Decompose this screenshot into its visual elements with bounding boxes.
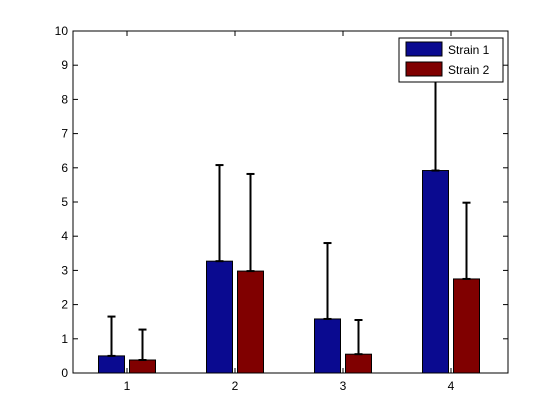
bar-series-1-2 — [206, 260, 233, 374]
legend-swatch-series-1 — [405, 41, 443, 57]
legend-label-series-2: Strain 2 — [448, 63, 490, 77]
x-tick-label: 4 — [448, 379, 455, 393]
y-tick-label: 10 — [55, 24, 69, 38]
y-tick-label: 9 — [61, 58, 68, 72]
legend-label-series-1: Strain 1 — [448, 43, 490, 57]
bar-series-1-3 — [314, 318, 341, 374]
y-tick-label: 5 — [61, 195, 68, 209]
y-tick-label: 1 — [61, 332, 68, 346]
x-tick-label: 2 — [232, 379, 239, 393]
bar-series-2-1 — [129, 359, 156, 374]
y-tick-label: 3 — [61, 263, 68, 277]
x-tick-label: 1 — [124, 379, 131, 393]
y-tick-label: 6 — [61, 161, 68, 175]
y-tick-label: 0 — [61, 366, 68, 380]
y-tick-label: 7 — [61, 127, 68, 141]
bar-series-1-1 — [98, 355, 125, 374]
y-tick-label: 4 — [61, 229, 68, 243]
bar-series-1-4 — [422, 170, 449, 374]
legend-swatch-series-2 — [405, 61, 443, 77]
x-tick-label: 3 — [340, 379, 347, 393]
legend: Strain 1 Strain 2 — [398, 37, 504, 83]
bar-series-2-4 — [453, 278, 480, 374]
bar-series-2-3 — [345, 353, 372, 374]
y-tick-label: 8 — [61, 92, 68, 106]
y-tick-label: 2 — [61, 298, 68, 312]
bar-series-2-2 — [237, 270, 264, 374]
